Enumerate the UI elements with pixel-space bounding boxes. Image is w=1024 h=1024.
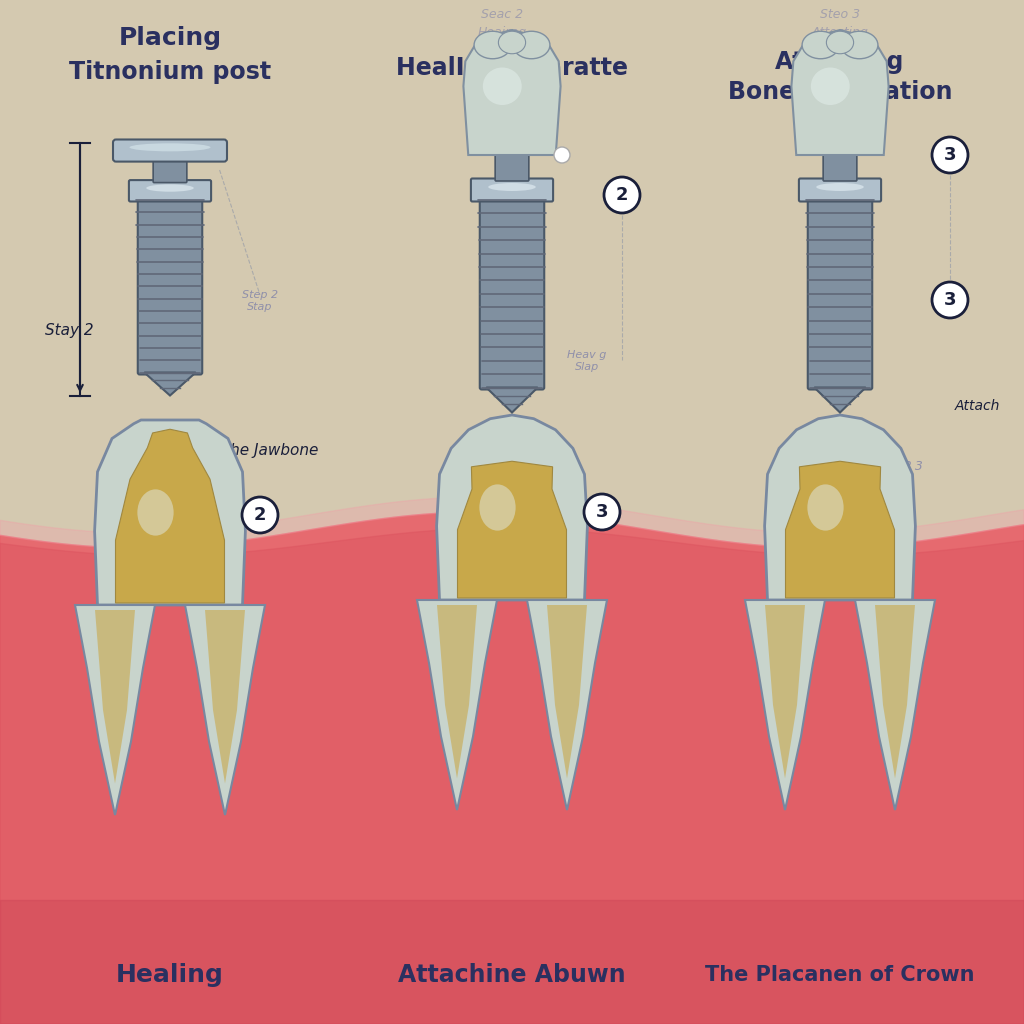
Circle shape — [584, 494, 620, 530]
FancyBboxPatch shape — [480, 198, 544, 389]
Text: 3: 3 — [944, 291, 956, 309]
Polygon shape — [116, 429, 224, 603]
FancyBboxPatch shape — [496, 154, 528, 181]
Polygon shape — [745, 600, 825, 810]
Polygon shape — [792, 30, 889, 155]
FancyBboxPatch shape — [471, 178, 553, 202]
Polygon shape — [874, 605, 915, 778]
Ellipse shape — [816, 183, 864, 191]
Ellipse shape — [513, 32, 550, 58]
Text: 3: 3 — [944, 146, 956, 164]
FancyBboxPatch shape — [129, 180, 211, 202]
Polygon shape — [437, 605, 477, 778]
FancyBboxPatch shape — [823, 154, 857, 181]
Text: Attocting: Attocting — [812, 26, 868, 39]
Circle shape — [932, 282, 968, 318]
Ellipse shape — [841, 32, 878, 58]
Circle shape — [554, 147, 570, 163]
FancyBboxPatch shape — [138, 198, 202, 375]
Ellipse shape — [811, 68, 850, 105]
Text: Seac 2: Seac 2 — [481, 8, 523, 22]
Text: into the Jawbone: into the Jawbone — [190, 443, 318, 458]
Polygon shape — [855, 600, 935, 810]
Polygon shape — [417, 600, 497, 810]
Circle shape — [604, 177, 640, 213]
Text: The Placanen of Crown: The Placanen of Crown — [706, 965, 975, 985]
Ellipse shape — [499, 32, 525, 53]
Text: 3: 3 — [596, 503, 608, 521]
Polygon shape — [527, 600, 607, 810]
Ellipse shape — [483, 68, 521, 105]
Text: 2: 2 — [615, 186, 629, 204]
Text: Step 2
Stap: Step 2 Stap — [242, 291, 279, 312]
Text: STEP 3: STEP 3 — [880, 460, 923, 473]
Polygon shape — [814, 387, 865, 413]
Polygon shape — [765, 605, 805, 778]
Ellipse shape — [488, 183, 536, 191]
Polygon shape — [75, 605, 155, 815]
Polygon shape — [458, 461, 566, 598]
Ellipse shape — [137, 489, 174, 536]
Polygon shape — [185, 605, 265, 815]
Text: HealIng Incaratte: HealIng Incaratte — [396, 56, 628, 80]
Polygon shape — [785, 461, 895, 598]
Text: Placing: Placing — [119, 26, 221, 50]
Ellipse shape — [807, 484, 844, 530]
Text: Healing: Healing — [116, 963, 224, 987]
Text: Attachine Abuwn: Attachine Abuwn — [398, 963, 626, 987]
Polygon shape — [464, 30, 560, 155]
FancyBboxPatch shape — [799, 178, 881, 202]
Text: Attach: Attach — [955, 399, 1000, 413]
Ellipse shape — [146, 184, 194, 191]
Circle shape — [242, 497, 278, 534]
Text: 1: 1 — [559, 150, 565, 160]
Ellipse shape — [129, 143, 211, 152]
Text: Stay 2: Stay 2 — [45, 323, 93, 338]
Polygon shape — [95, 610, 135, 783]
Text: Steo 3: Steo 3 — [820, 8, 860, 22]
Text: Bone integration: Bone integration — [728, 80, 952, 104]
Polygon shape — [547, 605, 587, 778]
Ellipse shape — [826, 32, 854, 53]
Circle shape — [932, 137, 968, 173]
Polygon shape — [94, 420, 246, 605]
Polygon shape — [486, 387, 538, 413]
Polygon shape — [205, 610, 245, 783]
Text: 2: 2 — [254, 506, 266, 524]
Polygon shape — [765, 415, 915, 600]
Text: Titnonium post: Titnonium post — [69, 60, 271, 84]
Text: Heairng: Heairng — [477, 26, 526, 39]
Ellipse shape — [802, 32, 839, 58]
Ellipse shape — [479, 484, 516, 530]
FancyBboxPatch shape — [154, 158, 186, 182]
FancyBboxPatch shape — [113, 139, 227, 162]
Text: Heav g
Slap: Heav g Slap — [567, 350, 606, 372]
Text: Attaching: Attaching — [775, 50, 904, 74]
Ellipse shape — [474, 32, 511, 58]
FancyBboxPatch shape — [808, 198, 872, 389]
Polygon shape — [436, 415, 588, 600]
Polygon shape — [144, 373, 196, 395]
